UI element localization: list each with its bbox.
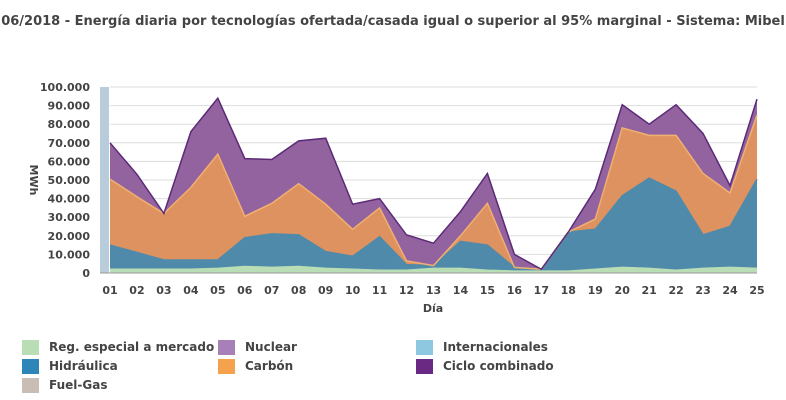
area-chart: 0 10.000 20.000 30.000 40.000 50.000 60.000 70.… <box>27 81 765 315</box>
x-tick-label: 11 <box>372 284 387 297</box>
legend-label: Fuel-Gas <box>49 378 108 392</box>
y-tick-label: 100.000 <box>40 81 90 94</box>
y-tick-label: 10.000 <box>48 248 91 261</box>
y-tick-labels: 0 10.000 20.000 30.000 40.000 50.000 60.000 70.… <box>40 81 90 280</box>
y-tick-label: 60.000 <box>48 155 91 168</box>
legend-item-reg-especial[interactable]: Reg. especial a mercado <box>22 338 214 356</box>
area-hidraulica[interactable] <box>110 178 757 272</box>
area-carbon-line <box>109 114 758 271</box>
legend-label: Ciclo combinado <box>443 359 554 373</box>
legend-item-carbon[interactable]: Carbón <box>218 357 293 375</box>
series-outlines <box>109 96 758 272</box>
x-tick-label: 03 <box>156 284 171 297</box>
area-nuclear-line <box>109 96 758 271</box>
y-tick-label: 30.000 <box>48 211 91 224</box>
y-tick-label: 80.000 <box>48 118 91 131</box>
y-tick-label: 40.000 <box>48 193 91 206</box>
x-tick-label: 20 <box>615 284 631 297</box>
chart-title: 06/2018 - Energía diaria por tecnologías… <box>1 14 785 29</box>
legend-item-fuel-gas[interactable]: Fuel-Gas <box>22 376 107 394</box>
legend-swatch <box>22 339 39 355</box>
x-tick-label: 07 <box>264 284 279 297</box>
legend-label: Hidráulica <box>49 359 118 373</box>
x-tick-label: 21 <box>642 284 657 297</box>
x-tick-label: 04 <box>183 284 199 297</box>
legend-item-nuclear[interactable]: Nuclear <box>218 338 297 356</box>
area-carbon[interactable] <box>110 114 757 270</box>
x-tick-labels: 01 02 03 04 05 06 07 08 09 10 11 12 13 14 15 16 17 18 19 20… <box>102 284 764 297</box>
x-tick-label: 25 <box>749 284 764 297</box>
area-nuclear[interactable] <box>110 98 757 270</box>
x-tick-label: 14 <box>453 284 469 297</box>
y-tick-label: 20.000 <box>48 230 91 243</box>
legend-swatch <box>218 358 235 374</box>
x-tick-label: 09 <box>318 284 333 297</box>
x-tick-label: 10 <box>345 284 361 297</box>
legend-swatch <box>416 339 433 355</box>
y-axis-scrollbar[interactable] <box>100 87 109 273</box>
x-tick-label: 23 <box>695 284 710 297</box>
x-tick-label: 16 <box>507 284 523 297</box>
chart-legend: Reg. especial a mercado Nuclear Internac… <box>22 338 762 398</box>
y-tick-label: 70.000 <box>48 137 91 150</box>
x-tick-label: 06 <box>237 284 253 297</box>
legend-swatch <box>218 339 235 355</box>
x-axis-label: Día <box>423 302 443 315</box>
legend-swatch <box>416 358 433 374</box>
area-reg-especial-a-mercado-line <box>110 265 758 272</box>
x-tick-label: 18 <box>561 284 576 297</box>
x-tick-label: 12 <box>399 284 414 297</box>
legend-label: Internacionales <box>443 340 548 354</box>
legend-label: Nuclear <box>245 340 297 354</box>
x-tick-label: 05 <box>210 284 225 297</box>
x-tick-label: 15 <box>480 284 495 297</box>
x-tick-label: 02 <box>129 284 144 297</box>
y-axis-label: MWh <box>27 165 40 196</box>
x-tick-label: 13 <box>426 284 441 297</box>
legend-swatch <box>22 377 39 393</box>
x-tick-label: 24 <box>722 284 738 297</box>
legend-label: Reg. especial a mercado <box>49 340 215 354</box>
legend-item-ciclo-combinado[interactable]: Ciclo combinado <box>416 357 554 375</box>
x-tick-label: 08 <box>291 284 306 297</box>
legend-item-hidraulica[interactable]: Hidráulica <box>22 357 118 375</box>
legend-swatch <box>22 358 39 374</box>
legend-item-internacionales[interactable]: Internacionales <box>416 338 548 356</box>
y-tick-label: 90.000 <box>48 100 91 113</box>
y-tick-label: 50.000 <box>48 174 91 187</box>
x-tick-label: 22 <box>668 284 683 297</box>
y-tick-label: 0 <box>82 267 90 280</box>
x-tick-label: 01 <box>102 284 117 297</box>
legend-label: Carbón <box>245 359 294 373</box>
x-tick-label: 19 <box>588 284 603 297</box>
x-tick-label: 17 <box>534 284 549 297</box>
